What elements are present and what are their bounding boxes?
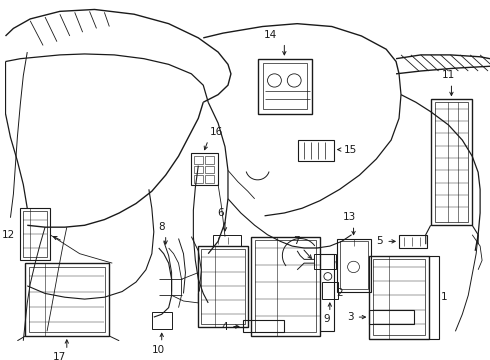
Bar bbox=[25, 263, 109, 336]
Bar bbox=[298, 140, 334, 161]
Bar bbox=[195, 166, 203, 173]
Bar bbox=[24, 211, 47, 257]
Text: 14: 14 bbox=[264, 30, 277, 40]
Bar bbox=[399, 235, 427, 248]
Bar bbox=[201, 249, 245, 324]
Bar bbox=[29, 267, 105, 332]
Text: 7: 7 bbox=[294, 236, 300, 246]
Bar bbox=[198, 246, 248, 327]
Bar bbox=[322, 282, 338, 299]
Bar bbox=[205, 156, 214, 164]
Text: 13: 13 bbox=[343, 212, 356, 222]
Bar bbox=[255, 240, 316, 332]
Text: 9: 9 bbox=[323, 314, 330, 324]
Text: 1: 1 bbox=[441, 292, 447, 302]
Bar bbox=[369, 256, 429, 339]
Bar bbox=[258, 59, 312, 114]
Bar bbox=[435, 102, 468, 222]
Bar bbox=[337, 239, 371, 292]
Text: 2: 2 bbox=[336, 288, 343, 298]
Text: 3: 3 bbox=[347, 312, 354, 322]
Text: 8: 8 bbox=[158, 222, 165, 232]
Bar bbox=[192, 153, 218, 185]
Bar bbox=[195, 175, 203, 183]
Text: 11: 11 bbox=[442, 71, 455, 80]
Bar bbox=[205, 175, 214, 183]
Text: 5: 5 bbox=[377, 237, 383, 246]
Text: 6: 6 bbox=[218, 208, 224, 218]
Bar bbox=[251, 237, 320, 336]
Text: 17: 17 bbox=[53, 352, 67, 360]
Bar bbox=[431, 99, 472, 225]
Bar bbox=[195, 156, 203, 164]
Bar bbox=[152, 312, 172, 329]
Bar bbox=[369, 310, 414, 324]
Bar bbox=[205, 166, 214, 173]
Text: 16: 16 bbox=[210, 127, 223, 137]
Text: 10: 10 bbox=[152, 346, 165, 355]
Text: 4: 4 bbox=[221, 321, 228, 332]
Bar bbox=[243, 320, 284, 332]
Text: 15: 15 bbox=[343, 145, 357, 154]
Bar bbox=[213, 235, 241, 246]
Bar bbox=[263, 63, 307, 109]
Bar bbox=[20, 208, 50, 260]
Bar bbox=[373, 259, 425, 335]
Bar bbox=[340, 241, 368, 289]
Text: 12: 12 bbox=[2, 230, 15, 240]
Bar bbox=[314, 254, 336, 269]
